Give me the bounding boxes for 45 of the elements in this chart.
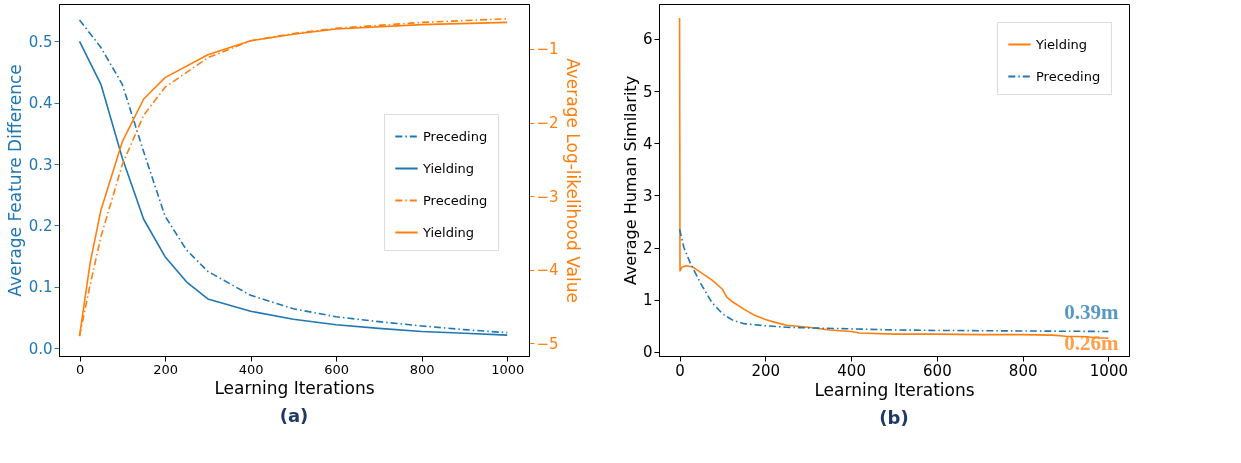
legend-label: Yielding [422, 160, 475, 176]
annotation: 0.26m [1064, 331, 1119, 356]
y-tick-label: 6 [642, 30, 653, 49]
legend-label: Preceding [423, 192, 488, 208]
y2-tick-label: −5 [536, 334, 559, 353]
y-tick-label: 0.1 [28, 278, 53, 297]
x-tick-label: 400 [238, 361, 264, 377]
text: (a) [279, 405, 309, 426]
y-tick-label: 5 [642, 82, 653, 101]
y-axis-title: Average Human Similarity [620, 75, 640, 286]
legend-label: Preceding [423, 128, 488, 144]
x-tick-label: 600 [923, 361, 952, 380]
x-tick-label: 800 [1008, 361, 1038, 380]
y-tick-label: 0.0 [28, 339, 53, 358]
x-tick-label: 600 [324, 361, 350, 377]
y-tick-label: 2 [642, 239, 653, 258]
x-tick-label: 0 [675, 361, 685, 380]
y2-tick-label: −3 [536, 187, 559, 206]
y2-axis-title: Average Log-likelihood Value [562, 58, 583, 303]
text: (b) [879, 407, 909, 428]
y2-tick-label: −4 [536, 261, 559, 280]
x-tick-label: 800 [409, 361, 435, 377]
x-tick-label: 200 [153, 361, 178, 377]
x-tick-label: 200 [751, 361, 781, 380]
x-tick-label: 1000 [491, 361, 525, 377]
y-tick-label: 1 [642, 291, 653, 310]
legend-label: Preceding [1036, 68, 1101, 84]
y2-tick-label: −1 [536, 40, 559, 59]
y-tick-label: 0 [642, 343, 653, 362]
annotation: 0.39m [1064, 300, 1119, 325]
legend-label: Yielding [422, 224, 475, 240]
y-tick-label: 3 [642, 186, 653, 205]
x-axis-title: Learning Iterations [214, 377, 375, 398]
legend-label: Yielding [1035, 36, 1088, 52]
y-tick-label: 4 [642, 134, 653, 153]
y-tick-label: 0.2 [28, 216, 53, 235]
y-tick-label: 0.3 [28, 155, 53, 174]
y-axis-title: Average Feature Difference [4, 64, 25, 297]
y-tick-label: 0.5 [28, 32, 53, 51]
x-tick-label: 0 [75, 361, 85, 377]
x-tick-label: 400 [837, 361, 866, 380]
x-axis-title: Learning Iterations [814, 379, 975, 400]
x-tick-label: 1000 [1089, 361, 1129, 380]
y-tick-label: 0.4 [28, 94, 53, 113]
y2-tick-label: −2 [536, 114, 559, 133]
